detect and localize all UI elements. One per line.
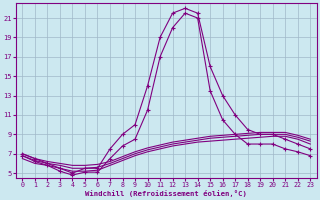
X-axis label: Windchill (Refroidissement éolien,°C): Windchill (Refroidissement éolien,°C)	[85, 190, 247, 197]
